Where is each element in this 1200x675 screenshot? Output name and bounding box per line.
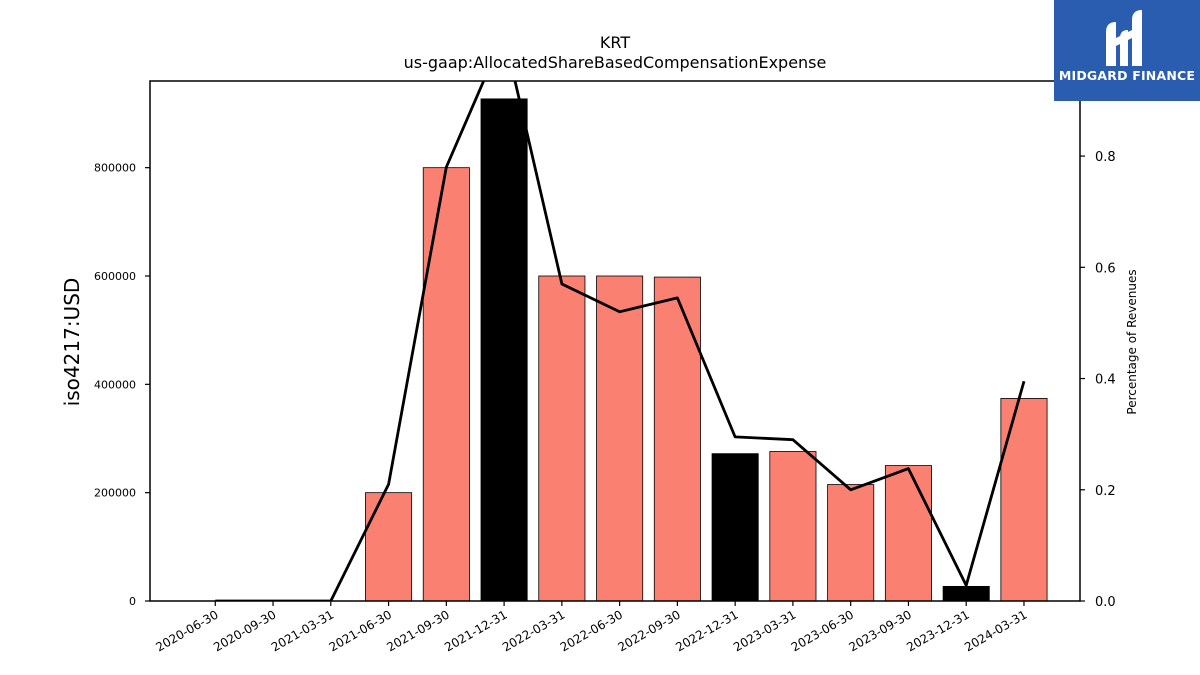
y-tick-label: 200000: [94, 487, 136, 500]
x-tick-label: 2022-06-30: [558, 607, 625, 654]
y2-tick-label: 0.0: [1095, 595, 1116, 610]
x-tick-label: 2023-03-31: [731, 607, 798, 654]
bar: [422, 167, 470, 602]
series-line: [215, 81, 1026, 601]
logo-text: MIDGARD FINANCE: [1058, 68, 1196, 83]
x-tick-label: 2021-03-31: [269, 607, 336, 654]
y2-tick-label: 0.2: [1095, 484, 1116, 499]
bar: [480, 98, 528, 602]
bar: [538, 275, 586, 602]
x-tick-label: 2021-12-31: [442, 607, 509, 654]
x-tick-label: 2022-03-31: [500, 607, 567, 654]
x-tick-label: 2023-06-30: [789, 607, 856, 654]
y2-tick-label: 0.8: [1095, 150, 1116, 165]
y-tick-label: 600000: [94, 270, 136, 283]
midgard-finance-logo: MIDGARD FINANCE: [1054, 0, 1200, 101]
bar: [827, 484, 875, 602]
x-tick-label: 2021-06-30: [327, 607, 394, 654]
y-tick-label: 400000: [94, 378, 136, 391]
y2-tick-label: 0.6: [1095, 261, 1116, 276]
x-tick-label: 2023-12-31: [904, 607, 971, 654]
bar: [653, 276, 701, 602]
y-axis-label: iso4217:USD: [60, 278, 84, 407]
x-tick-label: 2020-09-30: [211, 607, 278, 654]
bar: [1000, 398, 1048, 602]
x-tick-label: 2023-09-30: [847, 607, 914, 654]
plot-frame: [149, 80, 1081, 602]
y-tick-label: 0: [129, 595, 136, 608]
y2-tick-label: 0.4: [1095, 373, 1116, 388]
line-group: [215, 81, 1026, 601]
chart-title: KRT: [600, 33, 630, 52]
chart-subtitle: us-gaap:AllocatedShareBasedCompensationE…: [404, 53, 827, 72]
midgard-finance-logo-icon: [1106, 10, 1142, 66]
bar: [769, 451, 817, 602]
x-tick-label: 2022-09-30: [615, 607, 682, 654]
x-tick-label: 2021-09-30: [384, 607, 451, 654]
bar: [596, 275, 644, 602]
bar: [365, 492, 413, 602]
x-tick-label: 2024-03-31: [962, 607, 1029, 654]
bar: [942, 585, 990, 602]
y-tick-label: 800000: [94, 162, 136, 175]
bars-group: [365, 98, 1048, 602]
bar: [884, 465, 932, 602]
x-tick-label: 2022-12-31: [673, 607, 740, 654]
x-tick-label: 2020-06-30: [153, 607, 220, 654]
y2-axis-label: Percentage of Revenues: [1125, 269, 1139, 414]
bar: [711, 453, 759, 602]
